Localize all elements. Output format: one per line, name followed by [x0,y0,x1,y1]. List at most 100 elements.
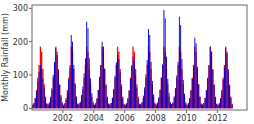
average-bar [118,52,119,109]
average-bar [201,104,202,109]
precip-bar [225,48,227,108]
precip-bar [171,104,173,108]
average-bar [69,65,70,108]
precip-bar [66,93,68,108]
precip-bar [185,102,187,108]
precip-bar [79,102,81,109]
average-bar [130,78,131,109]
y-tick-label: 100 [13,71,28,80]
average-bar [208,65,209,108]
y-tick-label: 200 [13,38,28,47]
precip-bar [142,96,144,109]
precip-bar [52,75,54,108]
average-bar [98,90,99,108]
precip-bar [173,96,175,108]
precip-bar [50,97,52,109]
precip-bar [195,43,197,108]
precip-bar [105,86,107,109]
precip-bar [140,104,142,109]
precip-bar [211,52,213,109]
precip-bar [118,59,120,108]
precip-bar [146,60,148,108]
average-bar [192,78,193,109]
precip-bar [221,91,223,108]
average-bar [67,90,68,108]
precip-bar [41,68,43,108]
precip-bar [59,85,61,108]
precip-bar [177,62,179,109]
precip-bar [46,103,48,108]
precip-bar [123,104,125,108]
average-bar [172,103,173,108]
average-bar [36,90,37,108]
precip-bar [144,87,146,108]
average-bar [223,78,224,109]
average-bar [202,105,203,109]
average-bar [99,78,100,109]
precip-bar [218,104,220,109]
precip-bar [82,87,84,109]
precip-bar [158,97,160,108]
precip-bar [124,105,126,108]
precip-bar [36,92,38,109]
average-bar [232,104,233,109]
average-bar [215,97,216,109]
average-bar [213,84,214,108]
average-bar [42,69,43,108]
precip-bar [120,87,122,109]
average-bar [212,69,213,108]
precip-bar [149,35,151,108]
precip-bar [91,93,93,108]
precip-bar [122,98,124,108]
precip-bar [77,104,79,108]
precip-bar [83,73,85,108]
precip-bar [163,10,165,108]
precip-bar [37,82,39,109]
average-bar [156,105,157,109]
precip-bar [135,75,137,108]
average-bar [207,78,208,109]
precip-bar [114,76,116,109]
precip-bar [95,104,97,109]
average-bar [96,98,97,108]
precip-bar [202,105,204,109]
average-bar [134,52,135,109]
average-bar [126,103,127,108]
average-bar [220,98,221,108]
average-bar [216,104,217,109]
precip-bar [199,97,201,109]
average-bar [76,97,77,109]
x-tick-label: 2004 [84,114,104,123]
precip-bar [117,55,119,108]
precip-bar [96,99,98,108]
chart: 0100200300200220042006200820102012Monthl… [0,0,254,124]
average-bar [49,103,50,108]
average-bar [65,98,66,108]
average-bar [123,104,124,109]
average-bar [226,52,227,109]
precip-bar [106,98,108,109]
precip-bar [61,102,63,108]
precip-bar [220,99,222,109]
precip-bar [132,57,134,109]
precip-bar [196,67,198,109]
precip-bar [99,77,101,109]
precip-bar [148,29,150,108]
precip-bar [60,95,62,108]
precip-bar [204,98,206,108]
x-tick-label: 2006 [114,114,134,123]
precip-bar [137,99,139,108]
average-bar [203,103,204,108]
precip-bar [84,58,86,108]
average-bar [198,84,199,108]
average-bar [171,105,172,109]
precip-bar [128,91,130,108]
average-bar [64,103,65,108]
precip-bar [104,68,106,108]
precip-bar [208,66,210,109]
plot-frame [32,5,247,110]
average-bar [104,69,105,108]
average-bar [105,84,106,108]
average-bar [55,47,56,109]
average-bar [230,97,231,109]
